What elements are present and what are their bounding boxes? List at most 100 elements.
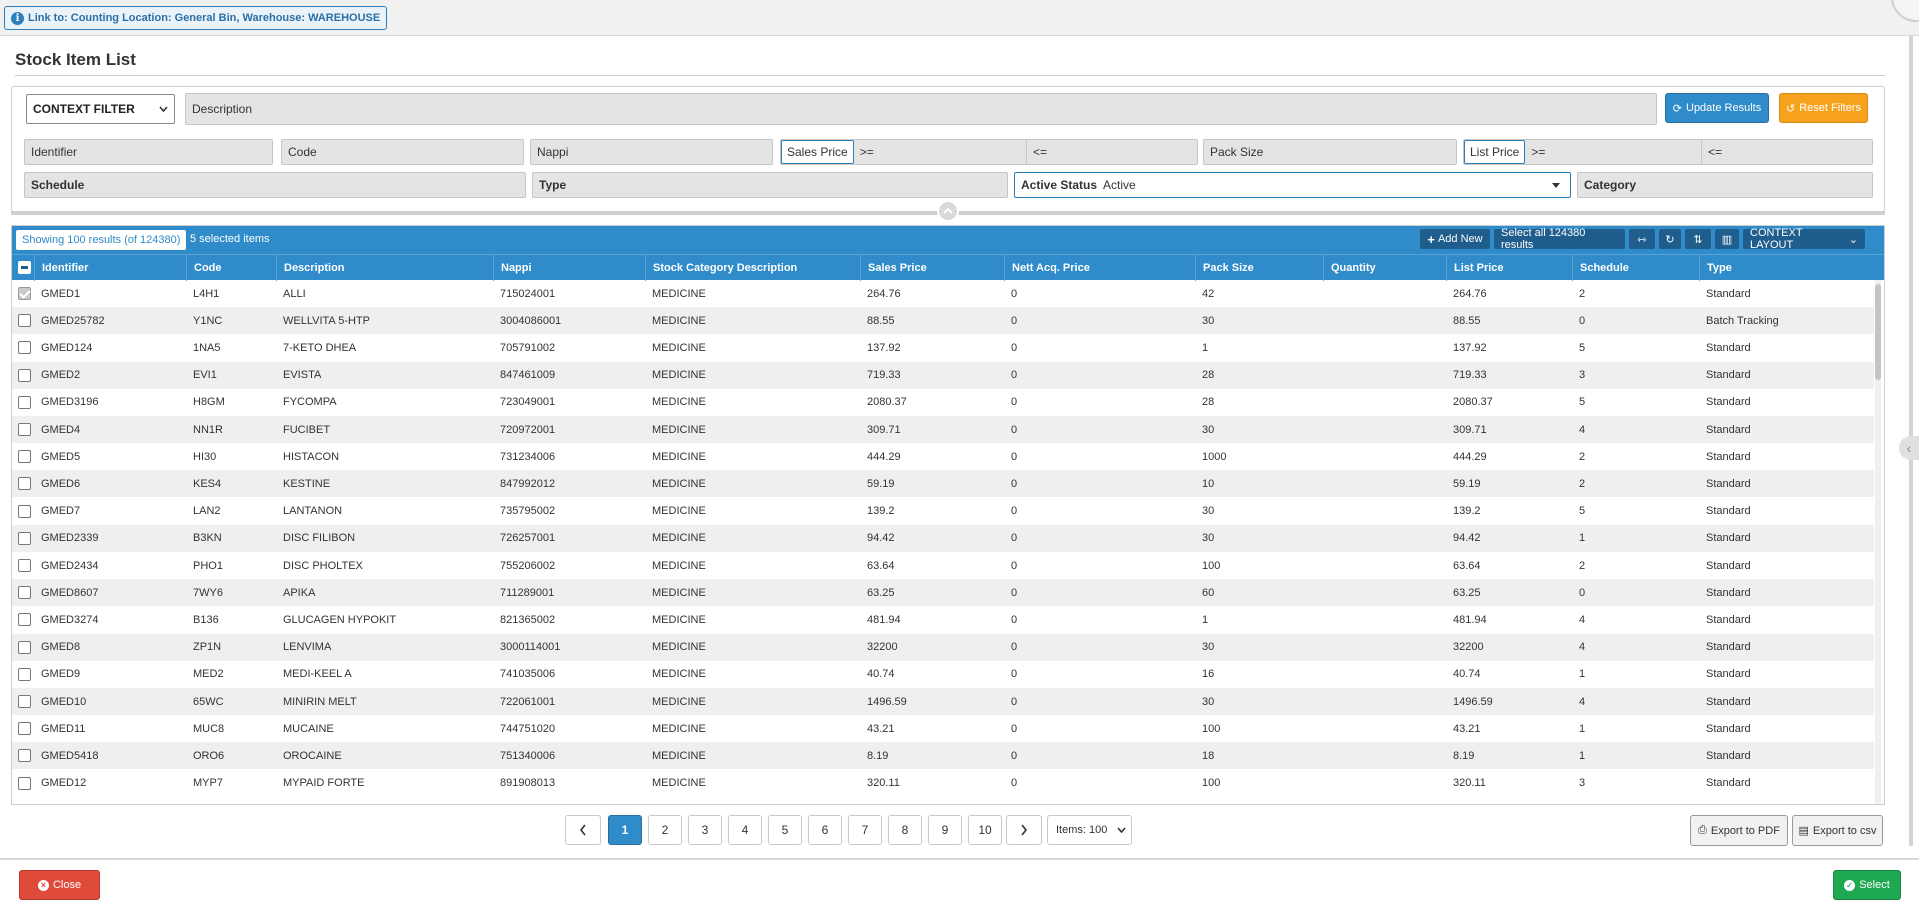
schedule-filter[interactable]: Schedule [24,172,526,198]
context-layout-button[interactable]: CONTEXT LAYOUT ⌄ [1743,227,1865,251]
page-button[interactable]: 10 [968,815,1002,845]
table-row[interactable]: GMED6 KES4 KESTINE 847992012 MEDICINE 59.19 0 1… [12,470,1874,498]
table-row[interactable]: GMED1 L4H1 ALLI 715024001 MEDICINE 264.76 0 42 2… [12,280,1874,307]
next-page-button[interactable] [1006,815,1042,845]
page-button[interactable]: 4 [728,815,762,845]
grid-scrollbar[interactable] [1875,280,1881,804]
identifier-filter[interactable]: Identifier [24,139,273,165]
page-button[interactable]: 7 [848,815,882,845]
page-button[interactable]: 9 [928,815,962,845]
row-checkbox[interactable] [18,586,31,600]
table-row[interactable]: GMED10 65WC MINIRIN MELT 722061001 MEDICINE 1… [12,688,1874,715]
columns-button[interactable]: ▥ [1715,229,1739,249]
row-checkbox[interactable] [18,559,31,572]
table-row[interactable]: GMED2 EVI1 EVISTA 847461009 MEDICINE 719.33 0 2… [12,361,1874,389]
page-button[interactable]: 2 [648,815,682,845]
row-checkbox[interactable] [18,477,31,491]
row-checkbox[interactable] [18,722,31,736]
cell-code: 65WC [193,695,224,708]
column-header-sales-price[interactable]: Sales Price [860,255,1004,281]
table-row[interactable]: GMED5 HI30 HISTACON 731234006 MEDICINE 444.29… [12,443,1874,470]
row-checkbox[interactable] [18,287,31,300]
table-row[interactable]: GMED25782 Y1NC WELLVITA 5-HTP 3004086001 MED… [12,307,1874,335]
table-row[interactable]: GMED4 NN1R FUCIBET 720972001 MEDICINE 309.71 0… [12,416,1874,443]
side-panel-toggle[interactable]: ‹ [1899,436,1919,460]
table-row[interactable]: GMED8 ZP1N LENVIMA 3000114001 MEDICINE 32200 0… [12,633,1874,661]
row-checkbox[interactable] [18,368,31,382]
pack-size-filter[interactable]: Pack Size [1203,139,1457,165]
code-filter[interactable]: Code [281,139,524,165]
row-checkbox[interactable] [18,613,31,627]
reset-filters-button[interactable]: ↺ Reset Filters [1779,93,1868,123]
column-header-list-price[interactable]: List Price [1446,255,1572,281]
table-row[interactable]: GMED124 1NA5 7-KETO DHEA 705791002 MEDICINE 1… [12,334,1874,361]
column-header-nett-acq-price[interactable]: Nett Acq. Price [1004,255,1195,281]
add-new-button[interactable]: + Add New [1420,229,1490,249]
page-button[interactable]: 8 [888,815,922,845]
column-header-pack-size[interactable]: Pack Size [1195,255,1323,281]
row-checkbox[interactable] [18,504,31,518]
row-checkbox[interactable] [18,314,31,328]
table-row[interactable]: GMED7 LAN2 LANTANON 735795002 MEDICINE 139.2 0… [12,498,1874,525]
sort-button[interactable]: ⇅ [1685,229,1711,249]
row-checkbox[interactable] [18,423,31,436]
column-header-identifier[interactable]: Identifier [34,255,197,281]
page-button[interactable]: 5 [768,815,802,845]
grid-scrollbar-thumb[interactable] [1875,284,1881,380]
column-header-description[interactable]: Description [276,255,493,281]
row-checkbox[interactable] [18,695,31,708]
type-filter[interactable]: Type [532,172,1008,198]
row-checkbox[interactable] [18,395,31,409]
page-button[interactable]: 1 [608,815,642,845]
items-per-page-select[interactable]: Items: 100 [1047,815,1132,845]
cell-list-price: 139.2 [1453,505,1481,518]
column-header-quantity[interactable]: Quantity [1323,255,1446,281]
file-icon: ▤ [1798,825,1809,837]
sort-icon: ⇅ [1693,233,1703,246]
update-results-button[interactable]: ⟳ Update Results [1665,93,1769,123]
category-filter[interactable]: Category [1577,172,1873,198]
page-button[interactable]: 6 [808,815,842,845]
column-header-type[interactable]: Type [1699,255,1874,281]
reset-grid-button[interactable]: ↻ [1659,229,1681,249]
column-header-nappi[interactable]: Nappi [493,255,645,281]
column-header-schedule[interactable]: Schedule [1572,255,1699,281]
export-csv-button[interactable]: ▤ Export to csv [1792,815,1883,846]
export-pdf-button[interactable]: ⎙ Export to PDF [1690,815,1788,846]
select-all-button[interactable]: Select all 124380 results [1494,227,1625,251]
context-filter-select[interactable]: CONTEXT FILTER [26,94,175,124]
table-row[interactable]: GMED5418 ORO6 OROCAINE 751340006 MEDICINE 8.1… [12,742,1874,770]
table-row[interactable]: GMED2339 B3KN DISC FILIBON 726257001 MEDICIN… [12,524,1874,552]
collapse-filters-button[interactable] [937,200,959,222]
table-row[interactable]: GMED11 MUC8 MUCAINE 744751020 MEDICINE 43.21 0… [12,715,1874,742]
row-checkbox[interactable] [18,640,31,654]
row-checkbox[interactable] [18,667,31,681]
prev-page-button[interactable] [565,815,601,845]
active-status-filter[interactable]: Active Status Active [1014,172,1571,198]
info-icon: i [11,11,24,25]
select-button[interactable]: ✓ Select [1833,870,1901,900]
select-all-checkbox[interactable] [18,261,31,274]
columns-icon: ▥ [1721,233,1733,246]
row-checkbox[interactable] [18,341,31,355]
list-price-filter[interactable]: List Price >= <= [1463,139,1873,165]
table-row[interactable]: GMED9 MED2 MEDI-KEEL A 741035006 MEDICINE 40.… [12,661,1874,688]
table-row[interactable]: GMED3274 B136 GLUCAGEN HYPOKIT 821365002 MED… [12,606,1874,633]
table-row[interactable]: GMED8607 7WY6 APIKA 711289001 MEDICINE 63.25 0… [12,579,1874,607]
description-filter[interactable]: Description [185,93,1657,125]
table-row[interactable]: GMED12 MYP7 MYPAID FORTE 891908013 MEDICINE 3… [12,770,1874,797]
row-checkbox[interactable] [18,531,31,545]
row-checkbox[interactable] [18,776,31,790]
nappi-filter[interactable]: Nappi [530,139,773,165]
sales-price-filter[interactable]: Sales Price >= <= [780,139,1198,165]
column-header-stock-category[interactable]: Stock Category Description [645,255,860,281]
page-button[interactable]: 3 [688,815,722,845]
table-row[interactable]: GMED2434 PHO1 DISC PHOLTEX 755206002 MEDICIN… [12,552,1874,579]
location-link-chip[interactable]: i Link to: Counting Location: General Bi… [4,6,388,30]
column-header-code[interactable]: Code [186,255,276,281]
row-checkbox[interactable] [18,450,31,464]
fit-columns-button[interactable]: ⇿ [1629,229,1655,249]
table-row[interactable]: GMED3196 H8GM FYCOMPA 723049001 MEDICINE 2080… [12,389,1874,416]
row-checkbox[interactable] [18,749,31,763]
close-button[interactable]: × Close [19,870,100,900]
